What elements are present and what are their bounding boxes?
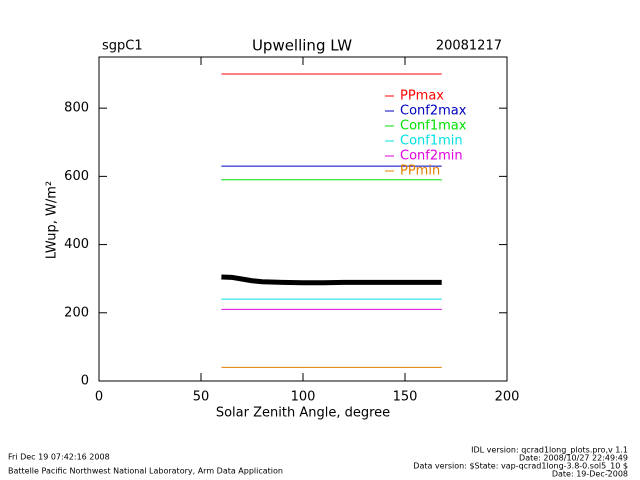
footer-text: Date: 19-Dec-2008 [552,470,628,479]
y-tick-label: 400 [64,237,89,252]
footer-text: Battelle Pacific Northwest National Labo… [8,467,283,476]
y-tick-label: 600 [64,169,89,184]
chart-title: Upwelling LW [252,37,352,55]
y-axis-label: LWup, W/m² [45,181,60,259]
footer-text: IDL version: qcrad1long_plots.pro,v 1.1 [471,446,628,455]
y-tick-label: 800 [64,101,89,116]
site-label: sgpC1 [102,39,143,54]
x-tick-label: 200 [495,390,520,405]
x-tick-label: 100 [291,390,316,405]
x-tick-label: 0 [95,390,103,405]
x-tick-label: 50 [193,390,210,405]
legend-label: PPmin [400,164,440,179]
x-axis-label: Solar Zenith Angle, degree [216,406,390,421]
legend-label: PPmax [400,89,444,104]
footer-text: Date: 2008/10/27 22:49:49 [519,454,628,463]
legend-label: Conf2min [400,149,463,164]
x-tick-label: 150 [393,390,418,405]
footer-text: Fri Dec 19 07:42:16 2008 [8,453,110,462]
y-tick-label: 200 [64,305,89,320]
footer-text: Data version: $State: vap-qcrad1long-3.8… [413,462,628,471]
legend-label: Conf1max [400,119,467,134]
date-label: 20081217 [436,39,502,54]
data-line [221,274,442,286]
legend-label: Conf1min [400,134,463,149]
legend-label: Conf2max [400,104,467,119]
y-tick-label: 0 [81,374,89,389]
